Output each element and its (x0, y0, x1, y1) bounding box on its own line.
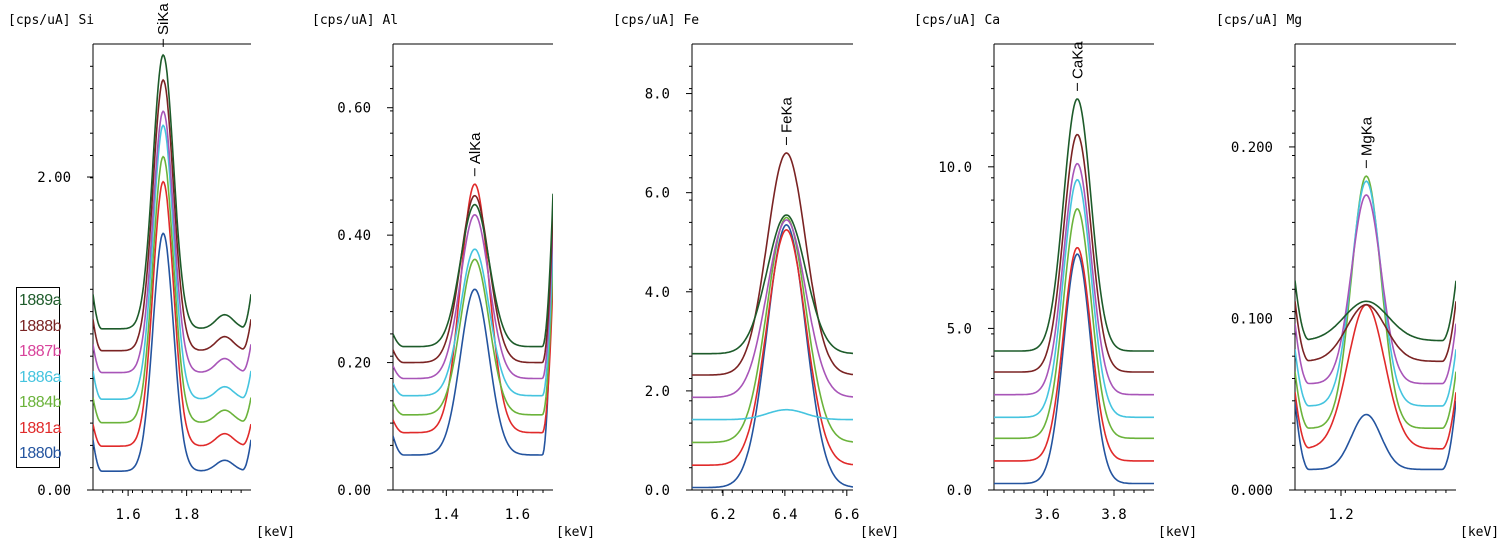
legend-item: 1888b (19, 317, 62, 335)
x-tick-label: 1.4 (434, 507, 459, 523)
series-line-1884b (1295, 175, 1456, 429)
series-line-1888b (393, 194, 553, 364)
legend-item: 1881a (19, 419, 62, 437)
series-line-1887b (393, 213, 553, 380)
y-tick-label: 0.000 (1231, 483, 1273, 499)
y-tick-label: 0.0 (645, 483, 670, 499)
y-tick-label: 0.100 (1231, 311, 1273, 327)
series-line-1886a (93, 124, 251, 400)
series-line-1888b (994, 133, 1154, 373)
series-line-1888b (93, 78, 251, 352)
series-group (692, 152, 853, 489)
y-unit-label: [cps/uA] Si (8, 13, 94, 28)
series-group (994, 98, 1154, 485)
peak-label: FeKa (778, 97, 795, 134)
peak-label: CaKa (1069, 41, 1086, 79)
x-axis-label: [keV] (1460, 525, 1499, 540)
series-line-1881a (393, 183, 553, 434)
x-axis-label: [keV] (1158, 525, 1197, 540)
y-tick-label: 8.0 (645, 87, 670, 103)
x-axis-label: [keV] (556, 525, 595, 540)
series-line-1889a (1295, 280, 1456, 342)
series-line-1884b (692, 216, 853, 444)
series-line-1886a (393, 242, 553, 397)
series-line-1884b (994, 208, 1154, 440)
peak-label: MgKa (1358, 116, 1375, 156)
series-line-1881a (93, 180, 251, 447)
x-tick-label: 1.6 (505, 507, 530, 523)
series-line-1880b (93, 232, 251, 472)
series-line-1888b (1295, 301, 1456, 363)
series-line-1887b (994, 162, 1154, 396)
y-tick-label: 5.0 (947, 321, 972, 337)
y-tick-label: 0.40 (337, 228, 371, 244)
x-axis-label: [keV] (860, 525, 899, 540)
series-line-1881a (692, 228, 853, 466)
peak-label: SiKa (155, 3, 172, 35)
series-line-1887b (692, 219, 853, 399)
y-tick-label: 10.0 (938, 160, 972, 176)
series-line-1881a (994, 246, 1154, 462)
y-tick-label: 0.0 (947, 483, 972, 499)
series-line-1884b (393, 258, 553, 416)
y-tick-label: 2.0 (645, 384, 670, 400)
y-tick-label: 0.20 (337, 356, 371, 372)
series-line-1880b (393, 225, 553, 456)
y-tick-label: 0.200 (1231, 140, 1273, 156)
y-tick-label: 6.0 (645, 186, 670, 202)
series-line-1886a (1295, 180, 1456, 407)
series-line-1887b (1295, 194, 1456, 385)
x-axis-label: [keV] (256, 525, 295, 540)
y-tick-label: 2.00 (37, 170, 71, 186)
chart-panel-fe: [cps/uA] Fe 0.0 2.0 4.0 6.0 8.0 6.2 6.4 6.6[keV]… (613, 13, 899, 540)
y-unit-label: [cps/uA] Fe (613, 13, 699, 28)
chart-panel-si: [cps/uA] Si 0.00 2.00 1.6 1.8 [keV] SiKa (8, 3, 295, 540)
series-line-1880b (1295, 400, 1456, 471)
series-group (393, 183, 553, 456)
legend-item: 1884b (19, 394, 62, 411)
legend-item: 1880b (19, 445, 62, 462)
series-line-1884b (93, 155, 251, 424)
legend-item: 1889a (19, 292, 62, 309)
chart-panel-al: [cps/uA] Al 0.00 0.20 0.40 0.60 1.4 1.6 [keV] Al… (312, 13, 595, 540)
legend-item: 1887b (19, 343, 62, 360)
series-line-1886a (994, 178, 1154, 419)
x-tick-label: 3.8 (1101, 507, 1126, 523)
series-line-1881a (1295, 303, 1456, 450)
x-tick-label: 3.6 (1035, 507, 1060, 523)
chart-panel-mg: [cps/uA] Mg 0.000 0.100 0.200 1.2 [keV] MgKa (1216, 13, 1499, 540)
series-line-1889a (994, 98, 1154, 352)
series-line-1887b (93, 110, 251, 374)
series-line-1889a (692, 214, 853, 355)
y-unit-label: [cps/uA] Ca (914, 13, 1000, 28)
x-tick-label: 1.6 (115, 507, 140, 523)
series-line-1889a (393, 193, 553, 348)
legend: 1889a 1888b 1887b 1886a 1884b 1881a 1880… (16, 287, 62, 468)
x-tick-label: 6.6 (834, 507, 859, 523)
legend-item: 1886a (19, 368, 62, 386)
chart-panel-ca: [cps/uA] Ca 0.0 5.0 10.0 3.6 3.8 [keV] CaKa (914, 13, 1197, 540)
y-tick-label: 0.60 (337, 101, 371, 117)
x-tick-label: 6.2 (710, 507, 735, 523)
y-unit-label: [cps/uA] Mg (1216, 13, 1302, 28)
x-tick-label: 6.4 (772, 507, 797, 523)
series-line-1888b (692, 152, 853, 376)
y-tick-label: 0.00 (337, 483, 371, 499)
x-tick-label: 1.8 (174, 507, 199, 523)
series-line-1880b (994, 253, 1154, 485)
series-line-1889a (93, 53, 251, 330)
series-group (1295, 175, 1456, 471)
x-tick-label: 1.2 (1328, 507, 1353, 523)
series-group (93, 53, 251, 472)
y-unit-label: [cps/uA] Al (312, 13, 398, 28)
y-tick-label: 4.0 (645, 285, 670, 301)
series-line-1886a (692, 408, 853, 421)
y-tick-label: 0.00 (37, 483, 71, 499)
peak-label: AlKa (467, 132, 484, 164)
